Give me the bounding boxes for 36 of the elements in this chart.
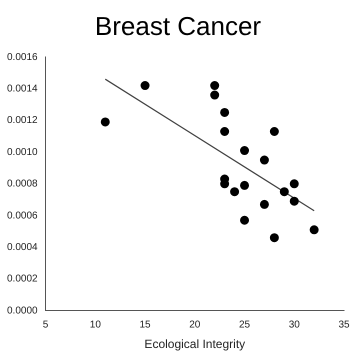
point <box>310 225 319 234</box>
x-tick-label: 20 <box>189 319 201 330</box>
point <box>210 81 220 90</box>
point <box>260 156 269 165</box>
x-tick-label: 15 <box>139 319 152 330</box>
point <box>270 233 279 242</box>
point <box>270 126 279 136</box>
point <box>140 81 150 90</box>
point <box>100 117 110 126</box>
point <box>280 187 289 196</box>
point <box>260 200 269 209</box>
chart-title: Breast Cancer <box>94 10 262 43</box>
y-tick-label: 0.0016 <box>6 52 38 63</box>
y-tick-label: 0.0010 <box>6 146 38 158</box>
x-axis-title: Ecological Integrity <box>144 337 246 352</box>
point <box>240 146 250 156</box>
y-tick-label: 0.0000 <box>6 305 38 316</box>
point <box>230 187 240 196</box>
y-tick-label: 0.0008 <box>6 178 38 190</box>
y-tick-label: 0.0006 <box>6 210 38 222</box>
point <box>290 179 299 188</box>
x-tick-label: 10 <box>90 319 102 330</box>
point <box>290 196 299 206</box>
point <box>240 180 250 190</box>
x-tick-label: 25 <box>238 319 251 330</box>
point <box>220 108 230 117</box>
y-tick-label: 0.0014 <box>6 83 38 94</box>
x-tick-label: 5 <box>42 319 49 330</box>
point <box>220 126 230 136</box>
y-tick-label: 0.0002 <box>6 274 38 285</box>
x-tick-label: 30 <box>288 319 300 330</box>
x-tick-label: 35 <box>338 319 350 330</box>
point <box>240 216 250 225</box>
y-tick-label: 0.0004 <box>6 242 38 253</box>
y-tick-label: 0.0012 <box>6 115 38 126</box>
point <box>210 90 220 100</box>
